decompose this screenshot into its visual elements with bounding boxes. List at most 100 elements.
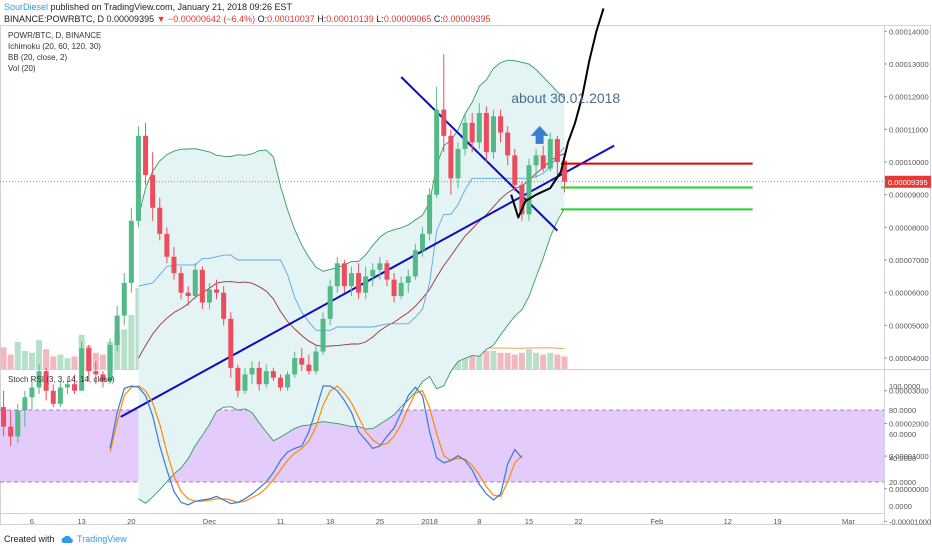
price-tick-label: 0.00002000: [889, 419, 929, 428]
volume-bar: [469, 349, 476, 369]
candle: [249, 361, 255, 385]
candle-body: [405, 276, 411, 283]
stoch-k-line: [109, 385, 523, 506]
candle-body: [320, 318, 326, 352]
time-tick-label: 18: [326, 517, 334, 526]
volume-bar: [533, 352, 540, 369]
legend-bb[interactable]: BB (20, close, 2): [8, 53, 68, 62]
candle-body: [214, 289, 220, 293]
open-value: 0.00010037: [267, 14, 315, 24]
candle-body: [135, 135, 141, 221]
candle: [327, 279, 333, 326]
last-price-badge: [885, 175, 931, 188]
volume-bar: [7, 354, 14, 369]
candle: [519, 181, 525, 221]
candle-body: [128, 220, 134, 283]
candle: [100, 371, 106, 388]
stoch-tick-label: 60.0000: [889, 430, 916, 439]
candle: [313, 344, 319, 375]
candle: [270, 367, 276, 381]
candle-body: [469, 122, 475, 143]
price-tick-label: 0.00009000: [889, 191, 929, 200]
candle-body: [363, 276, 369, 293]
candle: [412, 243, 418, 280]
stoch-band: [0, 410, 884, 482]
candle-body: [348, 273, 354, 287]
time-tick-label: Feb: [650, 517, 663, 526]
time-tick-label: 15: [525, 517, 533, 526]
candle: [107, 338, 113, 385]
candle-body: [547, 139, 553, 169]
candle: [533, 148, 539, 179]
volume-bar: [511, 354, 518, 369]
candle-body: [277, 377, 283, 388]
price-tick-label: 0.00011000: [889, 125, 928, 134]
candle: [72, 374, 78, 395]
candle-body: [299, 358, 305, 365]
candle: [341, 260, 347, 293]
volume-bar: [71, 356, 78, 369]
candle: [164, 227, 170, 264]
candle: [320, 312, 326, 355]
candle: [505, 126, 511, 166]
tradingview-brand[interactable]: TradingView: [77, 534, 127, 544]
legend-symbol: POWR/BTC, D, BINANCE: [8, 31, 102, 40]
candle-body: [164, 233, 170, 257]
last-price-label: 0.00009395: [888, 178, 928, 187]
candle-body: [22, 397, 28, 411]
candle: [263, 364, 269, 388]
time-tick-label: 20: [127, 517, 135, 526]
candle-body: [483, 112, 489, 153]
legend-vol[interactable]: Vol (20): [8, 64, 36, 73]
volume-bar: [135, 288, 142, 369]
volume-bar: [497, 352, 504, 369]
candle-body: [398, 282, 404, 296]
candle: [150, 152, 156, 221]
volume-bar: [525, 349, 532, 369]
candle: [256, 361, 262, 391]
annotation-text: about 30.01.2018: [511, 90, 620, 106]
chart-frame: [0, 25, 931, 525]
candle: [22, 390, 28, 427]
candle-body: [221, 292, 227, 319]
volume-bar: [554, 354, 561, 369]
candle: [469, 112, 475, 153]
volume-bar: [28, 352, 35, 369]
candle: [384, 260, 390, 287]
candle: [285, 371, 291, 391]
candle-body: [15, 410, 21, 437]
candle-body: [121, 282, 127, 316]
candle: [185, 286, 191, 306]
candle: [391, 273, 397, 303]
candle-body: [171, 256, 177, 274]
last-price: 0.00009395: [106, 14, 155, 24]
candle-body: [391, 279, 397, 296]
candle: [427, 188, 433, 241]
volume-bar: [518, 352, 525, 369]
legend-stoch[interactable]: Stoch RSI (3, 3, 14, 14, close): [8, 375, 115, 384]
volume-bar: [476, 347, 483, 369]
candle-body: [263, 371, 269, 385]
time-tick-label: 11: [277, 517, 285, 526]
candle: [199, 266, 205, 310]
candle-body: [519, 184, 525, 215]
candle: [50, 384, 56, 408]
volume-bar: [43, 349, 50, 369]
candle-body: [427, 194, 433, 234]
author-link[interactable]: SourDiesel: [4, 2, 49, 12]
time-tick-label: 12: [724, 517, 732, 526]
time-tick-label: 13: [77, 517, 85, 526]
candle: [498, 109, 504, 143]
candle-body: [107, 344, 113, 381]
price-tick-label: 0.00007000: [889, 256, 929, 265]
legend-ichimoku[interactable]: Ichimoku (20, 60, 120, 30): [8, 42, 101, 51]
ticker: BINANCE:POWRBTC, D: [4, 14, 105, 24]
candle-body: [533, 155, 539, 166]
ohlc-line: BINANCE:POWRBTC, D 0.00009395 ▼ −0.00000…: [4, 14, 490, 24]
price-tick-label: 0.00014000: [889, 27, 929, 36]
candle: [1, 390, 7, 437]
change-arrow-icon: ▼: [156, 14, 166, 24]
close-value: 0.00009395: [442, 14, 491, 24]
candle-body: [256, 367, 262, 385]
